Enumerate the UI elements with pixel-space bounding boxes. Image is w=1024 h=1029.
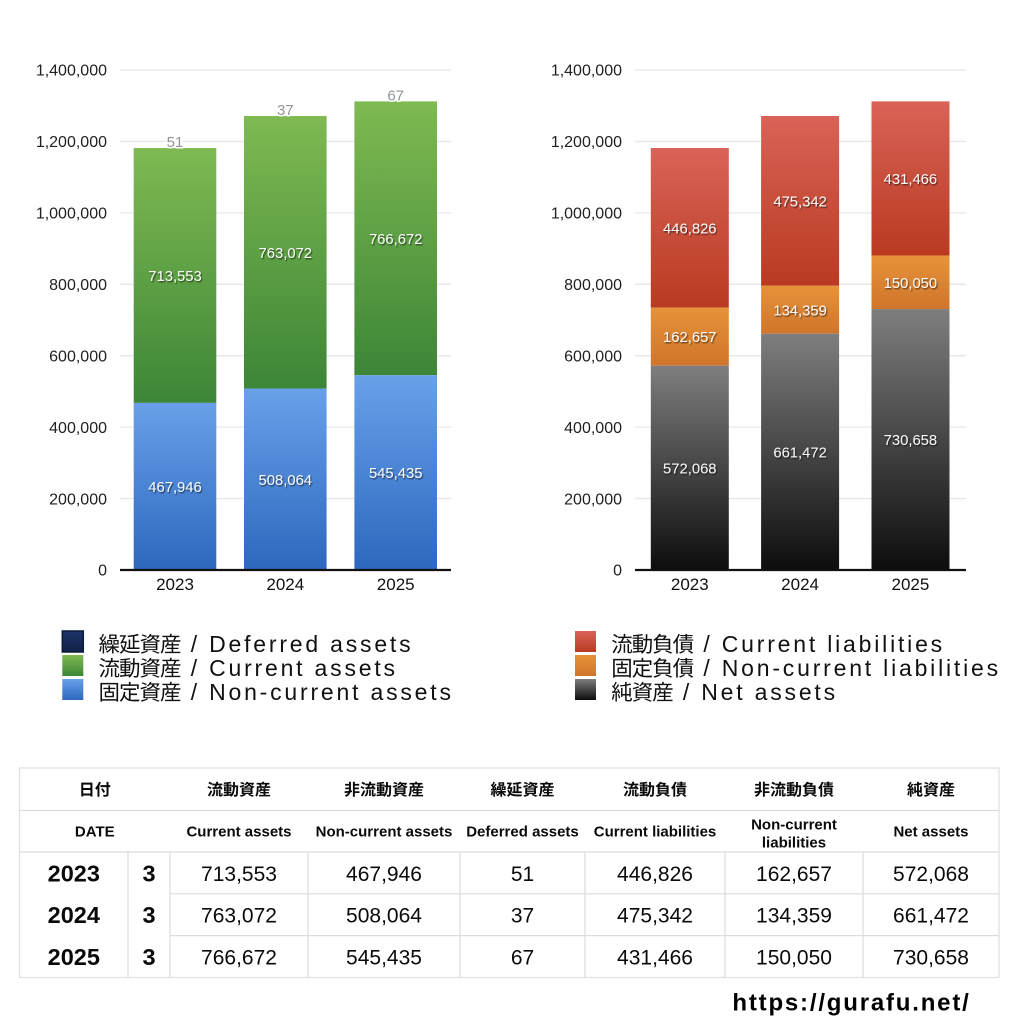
svg-text:763,072: 763,072 <box>259 246 313 262</box>
svg-text:2024: 2024 <box>266 575 304 594</box>
svg-text:134,359: 134,359 <box>756 905 832 928</box>
svg-text:661,472: 661,472 <box>773 445 827 461</box>
svg-text:51: 51 <box>511 863 534 886</box>
svg-text:431,466: 431,466 <box>884 172 938 188</box>
svg-text:800,000: 800,000 <box>564 277 622 294</box>
svg-text:37: 37 <box>511 905 534 928</box>
svg-text:2024: 2024 <box>781 575 819 594</box>
svg-text:200,000: 200,000 <box>49 491 107 508</box>
svg-text:2023: 2023 <box>671 575 709 594</box>
svg-text:Current liabilities: Current liabilities <box>594 824 717 841</box>
svg-text:67: 67 <box>511 946 534 969</box>
svg-text:400,000: 400,000 <box>564 420 622 437</box>
svg-text:/ Non-current liabilities: / Non-current liabilities <box>694 655 1001 681</box>
svg-text:2024: 2024 <box>48 902 100 928</box>
svg-text:Non-current assets: Non-current assets <box>316 824 453 841</box>
svg-text:713,553: 713,553 <box>201 863 277 886</box>
svg-text:/ Current assets: / Current assets <box>182 655 398 681</box>
svg-text:/ Current liabilities: / Current liabilities <box>694 631 945 657</box>
svg-text:1,000,000: 1,000,000 <box>551 206 622 223</box>
svg-text:51: 51 <box>167 134 184 151</box>
svg-text:Non-current: Non-current <box>751 817 837 834</box>
svg-text:67: 67 <box>387 87 404 104</box>
svg-text:Deferred assets: Deferred assets <box>466 824 579 841</box>
svg-text:2023: 2023 <box>156 575 194 594</box>
svg-text:0: 0 <box>613 563 622 580</box>
svg-text:DATE: DATE <box>75 824 115 841</box>
svg-text:730,658: 730,658 <box>884 433 938 449</box>
svg-text:Net assets: Net assets <box>893 824 968 841</box>
svg-text:1,200,000: 1,200,000 <box>551 134 622 151</box>
svg-text:661,472: 661,472 <box>893 905 969 928</box>
svg-text:1,000,000: 1,000,000 <box>36 206 107 223</box>
svg-text:1,200,000: 1,200,000 <box>36 134 107 151</box>
svg-text:446,826: 446,826 <box>617 863 693 886</box>
svg-text:1,400,000: 1,400,000 <box>551 63 622 80</box>
svg-text:/ Net assets: / Net assets <box>674 679 838 705</box>
svg-text:162,657: 162,657 <box>663 330 717 346</box>
svg-text:572,068: 572,068 <box>893 863 969 886</box>
svg-text:600,000: 600,000 <box>49 348 107 365</box>
svg-text:730,658: 730,658 <box>893 946 969 969</box>
svg-text:763,072: 763,072 <box>201 905 277 928</box>
svg-text:150,050: 150,050 <box>884 276 938 292</box>
svg-text:2025: 2025 <box>377 575 415 594</box>
svg-text:3: 3 <box>142 860 155 886</box>
svg-text:37: 37 <box>277 102 294 119</box>
svg-text:3: 3 <box>142 902 155 928</box>
svg-text:508,064: 508,064 <box>259 473 313 489</box>
svg-text:766,672: 766,672 <box>201 946 277 969</box>
svg-text:150,050: 150,050 <box>756 946 832 969</box>
svg-text:Current assets: Current assets <box>186 824 291 841</box>
svg-text:1,400,000: 1,400,000 <box>36 63 107 80</box>
svg-text:3: 3 <box>142 944 155 970</box>
svg-text:2023: 2023 <box>48 860 100 886</box>
svg-text:713,553: 713,553 <box>148 269 202 285</box>
svg-text:467,946: 467,946 <box>148 480 202 496</box>
svg-text:400,000: 400,000 <box>49 420 107 437</box>
svg-text:2025: 2025 <box>891 575 929 594</box>
svg-text:467,946: 467,946 <box>346 863 422 886</box>
svg-text:800,000: 800,000 <box>49 277 107 294</box>
svg-text:475,342: 475,342 <box>773 194 827 210</box>
svg-text:600,000: 600,000 <box>564 348 622 365</box>
svg-text:/ Deferred assets: / Deferred assets <box>182 631 414 657</box>
svg-text:766,672: 766,672 <box>369 232 423 248</box>
svg-text:508,064: 508,064 <box>346 905 422 928</box>
svg-text:134,359: 134,359 <box>773 303 827 319</box>
svg-text:446,826: 446,826 <box>663 221 717 237</box>
svg-text:545,435: 545,435 <box>369 466 423 482</box>
svg-text:545,435: 545,435 <box>346 946 422 969</box>
svg-text:liabilities: liabilities <box>762 835 826 852</box>
svg-text:https://gurafu.net/: https://gurafu.net/ <box>732 990 970 1017</box>
svg-text:162,657: 162,657 <box>756 863 832 886</box>
svg-text:572,068: 572,068 <box>663 461 717 477</box>
svg-text:200,000: 200,000 <box>564 491 622 508</box>
svg-text:0: 0 <box>98 563 107 580</box>
svg-text:2025: 2025 <box>48 944 100 970</box>
svg-text:475,342: 475,342 <box>617 905 693 928</box>
svg-text:/ Non-current assets: / Non-current assets <box>182 679 454 705</box>
svg-text:431,466: 431,466 <box>617 946 693 969</box>
